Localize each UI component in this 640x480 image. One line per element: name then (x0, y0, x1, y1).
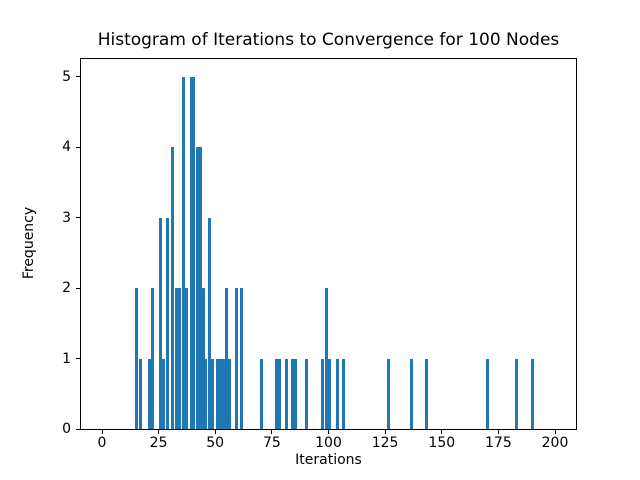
histogram-bar (204, 358, 208, 429)
histogram-bar (515, 358, 518, 429)
y-tick-mark (76, 217, 80, 219)
x-tick-label: 200 (541, 435, 569, 451)
y-tick-label: 0 (62, 421, 71, 437)
histogram-bar (166, 217, 170, 429)
histogram-bar (207, 217, 211, 429)
x-tick-label: 175 (485, 435, 512, 451)
plot-area (80, 58, 577, 430)
histogram-bar (342, 358, 345, 429)
histogram-bar (216, 358, 219, 429)
histogram-bar (327, 358, 331, 429)
histogram-bar (135, 288, 139, 429)
histogram-bar (225, 288, 229, 429)
histogram-bar (158, 217, 162, 429)
x-tick-mark (384, 430, 386, 434)
histogram-bar (304, 358, 308, 429)
histogram-bar (259, 358, 263, 429)
histogram-bar (425, 358, 429, 429)
y-tick-mark (76, 287, 80, 289)
y-tick-label: 4 (62, 139, 71, 156)
y-tick-mark (76, 76, 80, 78)
y-tick-mark (76, 358, 80, 359)
histogram-bar (150, 288, 154, 429)
histogram-bar (201, 288, 205, 429)
chart-title: Histogram of Iterations to Convergence f… (97, 30, 560, 50)
x-tick-mark (441, 430, 443, 434)
x-tick-label: 125 (371, 435, 399, 451)
histogram-bar (139, 358, 143, 429)
histogram-bar (387, 358, 390, 429)
y-tick-label: 5 (62, 68, 71, 85)
x-tick-mark (328, 430, 329, 434)
histogram-bar (239, 288, 243, 429)
x-tick-mark (497, 430, 499, 434)
x-tick-mark (101, 430, 103, 434)
histogram-bar (277, 358, 281, 429)
histogram-bar (410, 358, 414, 429)
x-tick-mark (554, 430, 556, 434)
y-tick-label: 1 (62, 350, 71, 367)
histogram-bar (177, 288, 181, 429)
y-axis-label: Frequency (21, 206, 37, 280)
histogram-bar (218, 358, 222, 429)
x-axis-ticks: 0 25 50 75 100 125 150 175 200 (81, 430, 576, 460)
histogram-bar (175, 288, 178, 429)
histogram-bar (285, 358, 289, 429)
histogram-bar (290, 358, 294, 429)
x-tick-mark (158, 430, 160, 434)
x-tick-label: 50 (206, 435, 225, 451)
histogram-bar (185, 288, 189, 429)
y-tick-label: 3 (62, 209, 71, 226)
x-axis-label: Iterations (295, 452, 362, 468)
x-tick-mark (214, 430, 216, 434)
x-tick-mark (271, 430, 273, 434)
histogram-bar (485, 358, 489, 429)
histogram-bar (321, 358, 325, 429)
histogram-bar (210, 358, 214, 429)
x-tick-label: 100 (315, 435, 342, 451)
histogram-bar (189, 76, 193, 429)
histogram-bar (293, 358, 297, 429)
histogram-bar (181, 76, 185, 429)
histogram-bar (228, 358, 231, 429)
histogram-bar (274, 358, 278, 429)
histogram-bar (336, 358, 340, 429)
x-tick-label: 0 (97, 435, 107, 451)
histogram-bar (147, 358, 151, 429)
y-axis-ticks: 0 1 2 3 4 5 (0, 59, 80, 437)
histogram-bar (192, 76, 196, 429)
histogram-bar (170, 147, 174, 429)
histogram-bar (324, 288, 328, 429)
y-tick-mark (76, 146, 80, 148)
histogram-bar (531, 358, 535, 429)
histogram-bar (235, 288, 238, 429)
histogram-bar (198, 147, 202, 429)
y-tick-label: 2 (62, 280, 71, 296)
histogram-bar (195, 147, 199, 429)
x-tick-label: 150 (428, 435, 456, 451)
x-tick-label: 75 (262, 435, 281, 451)
x-tick-label: 25 (149, 435, 168, 451)
histogram-bar (161, 358, 165, 429)
y-tick-mark (76, 428, 80, 430)
histogram-bar (221, 358, 225, 429)
bars-layer (81, 59, 576, 429)
